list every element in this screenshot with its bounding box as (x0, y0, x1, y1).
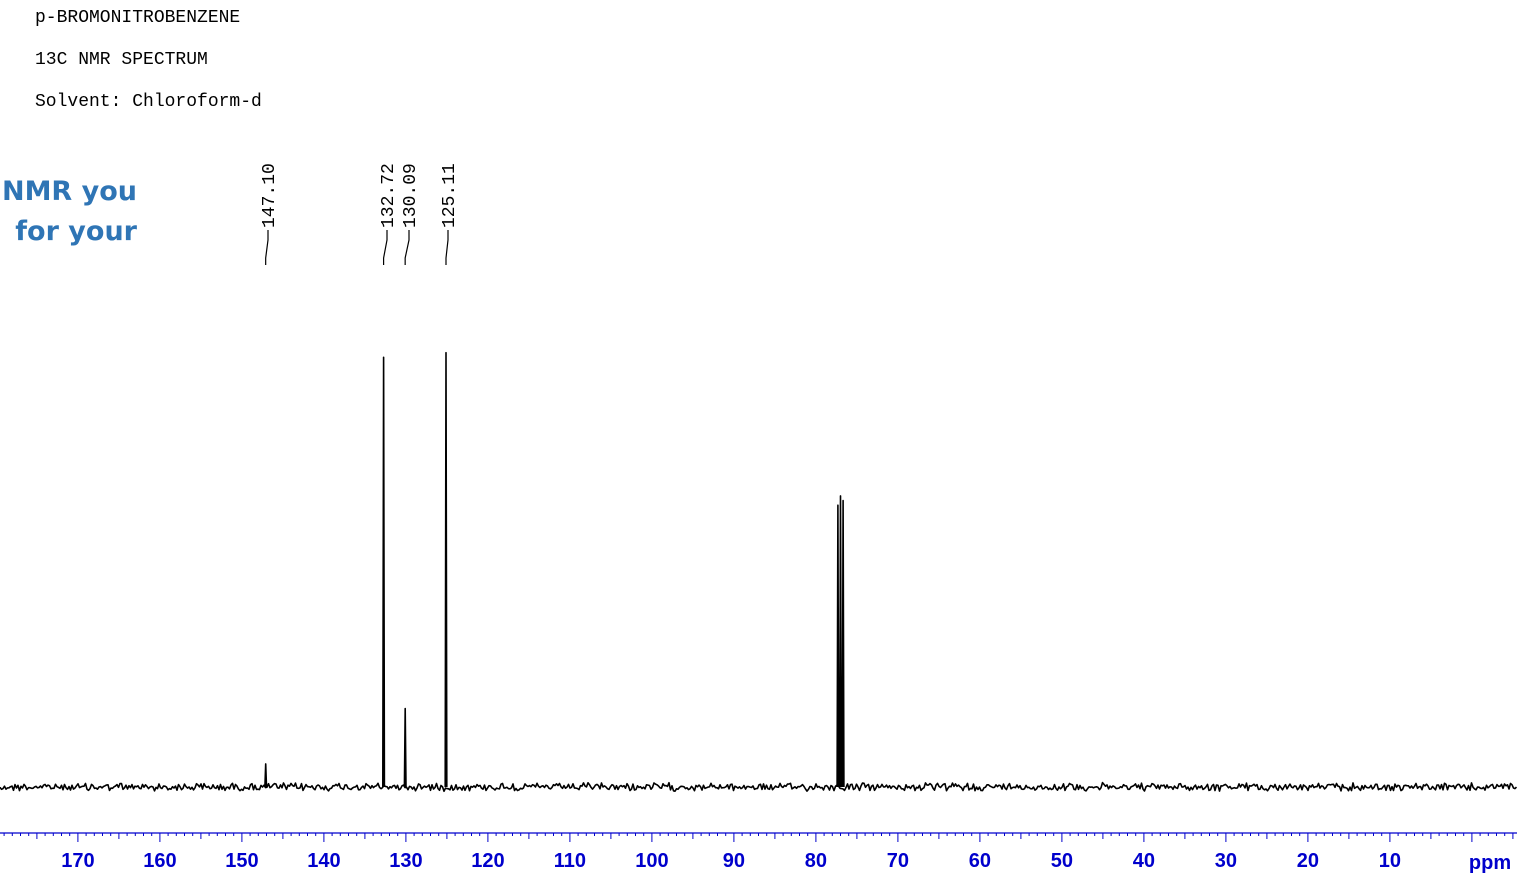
x-tick-label: 40 (1133, 850, 1155, 872)
x-tick-label: 50 (1051, 850, 1073, 872)
x-tick-label: 70 (887, 850, 909, 872)
watermark-line-1: NMR you (1, 176, 137, 207)
peak-labels: 147.10 132.72 130.09 125.11 (260, 163, 460, 265)
solvent-label: Solvent: Chloroform-d (35, 92, 262, 112)
x-tick-label: 60 (969, 850, 991, 872)
x-tick-label: 10 (1379, 850, 1401, 872)
x-tick-label: 120 (471, 850, 504, 872)
x-tick-label: 170 (61, 850, 94, 872)
x-tick-label: 140 (307, 850, 340, 872)
peak-label: 125.11 (440, 163, 460, 228)
watermark-line-2: for your (15, 216, 137, 247)
peak-label: 132.72 (379, 163, 399, 228)
peak-leader-line (265, 230, 269, 265)
x-tick-label: 150 (225, 850, 258, 872)
x-tick-label: 100 (635, 850, 668, 872)
peak-label: 147.10 (260, 163, 280, 228)
peak-leader-line (404, 230, 410, 265)
x-tick-label: 110 (554, 850, 586, 872)
experiment-title: 13C NMR SPECTRUM (35, 50, 208, 70)
spectrum-trace (0, 351, 1518, 793)
peak-leader-line (382, 230, 388, 265)
x-tick-label: 80 (805, 850, 827, 872)
peak-leader-line (445, 230, 449, 265)
x-tick-label: 20 (1297, 850, 1319, 872)
x-tick-label: 30 (1215, 850, 1237, 872)
x-axis-unit-label: ppm (1469, 852, 1511, 874)
x-axis: 170 160 150 140 130 120 110 100 90 80 70 60 50 40 30 20… (0, 832, 1517, 874)
compound-name: p-BROMONITROBENZENE (35, 8, 241, 28)
peak-label: 130.09 (401, 163, 421, 228)
x-tick-label: 130 (389, 850, 422, 872)
x-tick-label: 160 (143, 850, 176, 872)
x-tick-label: 90 (723, 850, 745, 872)
